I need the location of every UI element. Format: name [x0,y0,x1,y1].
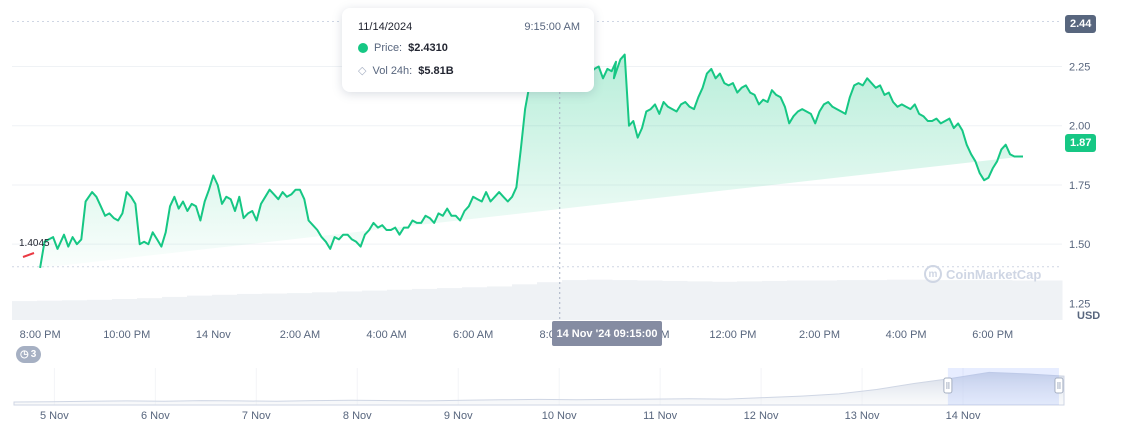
currency-label: USD [1077,310,1101,322]
y-tick-label: 1.75 [1069,180,1090,192]
price-dot-icon [358,43,368,53]
navigator-tick-label: 14 Nov [946,410,981,422]
x-tick-label: 6:00 PM [972,329,1013,341]
volume-bar [262,293,288,320]
price-tooltip: 11/14/2024 9:15:00 AM Price: $2.4310 ◇ V… [342,8,594,92]
navigator-tick-label: 5 Nov [40,410,69,422]
tooltip-volume-value: $5.81B [418,64,454,77]
volume-bar [237,293,263,320]
volume-bar [712,281,738,320]
current-price-badge: 1.87 [1065,134,1097,152]
volume-bar [612,280,638,320]
navigator-tick-label: 7 Nov [242,410,271,422]
volume-bar [137,298,163,320]
tooltip-price-value: $2.4310 [408,42,448,54]
navigator-selection[interactable] [947,368,1059,405]
diamond-icon: ◇ [358,65,367,77]
volume-bar [837,280,863,320]
volume-bar [987,280,1013,320]
volume-bar [412,288,438,320]
volume-bar [462,287,488,320]
high-price-badge: 2.44 [1065,15,1097,33]
volume-bar [887,279,913,320]
start-price-segment [22,252,35,258]
volume-bar [62,300,88,320]
volume-bar [637,280,663,320]
navigator-tick-label: 11 Nov [643,410,678,422]
navigator-right-handle[interactable] [1054,377,1064,394]
crosshair-time-label: 14 Nov '24 09:15:00 [552,321,662,346]
y-tick-label: 1.50 [1069,239,1090,251]
events-pill[interactable]: ◷ 3 [16,346,42,363]
x-tick-label: 4:00 AM [366,329,406,341]
volume-bar [662,280,688,320]
volume-bar [687,281,713,320]
volume-bar [862,280,888,320]
start-price-label: 1.4045 [19,238,50,249]
x-tick-label: 4:00 PM [886,329,927,341]
x-tick-label: 14 Nov [196,329,231,341]
volume-bar [737,281,763,320]
tooltip-volume-label: Vol 24h: [372,64,413,77]
volume-bar [337,291,363,320]
volume-bar [937,280,963,320]
volume-bar [87,299,113,320]
volume-bar [312,292,338,320]
navigator-tick-label: 8 Nov [343,410,372,422]
clock-history-icon: ◷ [20,349,29,360]
tooltip-time: 9:15:00 AM [524,21,580,33]
navigator-tick-label: 13 Nov [845,410,880,422]
navigator-area [13,371,1065,406]
tooltip-date: 11/14/2024 [358,21,413,33]
navigator-tick-label: 9 Nov [444,410,473,422]
volume-bar [187,295,213,320]
tooltip-price-label: Price: [374,42,403,54]
volume-bar [912,279,938,320]
tooltip-volume-row: ◇ Vol 24h: $5.81B [358,64,454,78]
volume-bar [487,286,513,320]
volume-bar [562,280,588,320]
y-tick-label: 2.00 [1069,121,1090,133]
volume-bar [387,289,413,320]
volume-bar [37,300,63,320]
volume-bar [12,301,38,320]
volume-bar [812,280,838,320]
coinmarketcap-logo-icon: m [924,265,942,283]
price-area [40,21,1024,268]
x-tick-label: 10:00 PM [103,329,150,341]
volume-bar [962,280,988,320]
navigator-left-handle[interactable] [943,377,953,394]
volume-bar [762,280,788,320]
volume-bar [587,279,613,320]
navigator-tick-label: 12 Nov [744,410,779,422]
x-tick-label: 12:00 PM [709,329,756,341]
navigator-tick-label: 6 Nov [141,410,170,422]
volume-bar [787,280,813,320]
x-tick-label: 8:00 PM [20,329,61,341]
volume-bar [537,282,563,320]
volume-bar [162,296,188,320]
volume-bar [512,284,538,320]
volume-bar [1012,280,1038,320]
volume-bar [212,294,238,320]
volume-bar [112,299,138,320]
tooltip-price-row: Price: $2.4310 [358,42,448,54]
volume-bar [1037,280,1063,320]
y-tick-label: 2.25 [1069,61,1090,73]
events-count: 3 [30,349,37,360]
volume-bar [362,290,388,320]
watermark-text: CoinMarketCap [946,266,1042,282]
volume-bar [287,293,313,320]
y-tick-label: 1.25 [1069,298,1090,310]
x-tick-label: 2:00 PM [799,329,840,341]
navigator-tick-label: 10 Nov [542,410,577,422]
volume-bar [437,288,463,320]
x-tick-label: 6:00 AM [453,329,493,341]
watermark: m CoinMarketCap [924,265,1041,283]
x-tick-label: 2:00 AM [280,329,320,341]
